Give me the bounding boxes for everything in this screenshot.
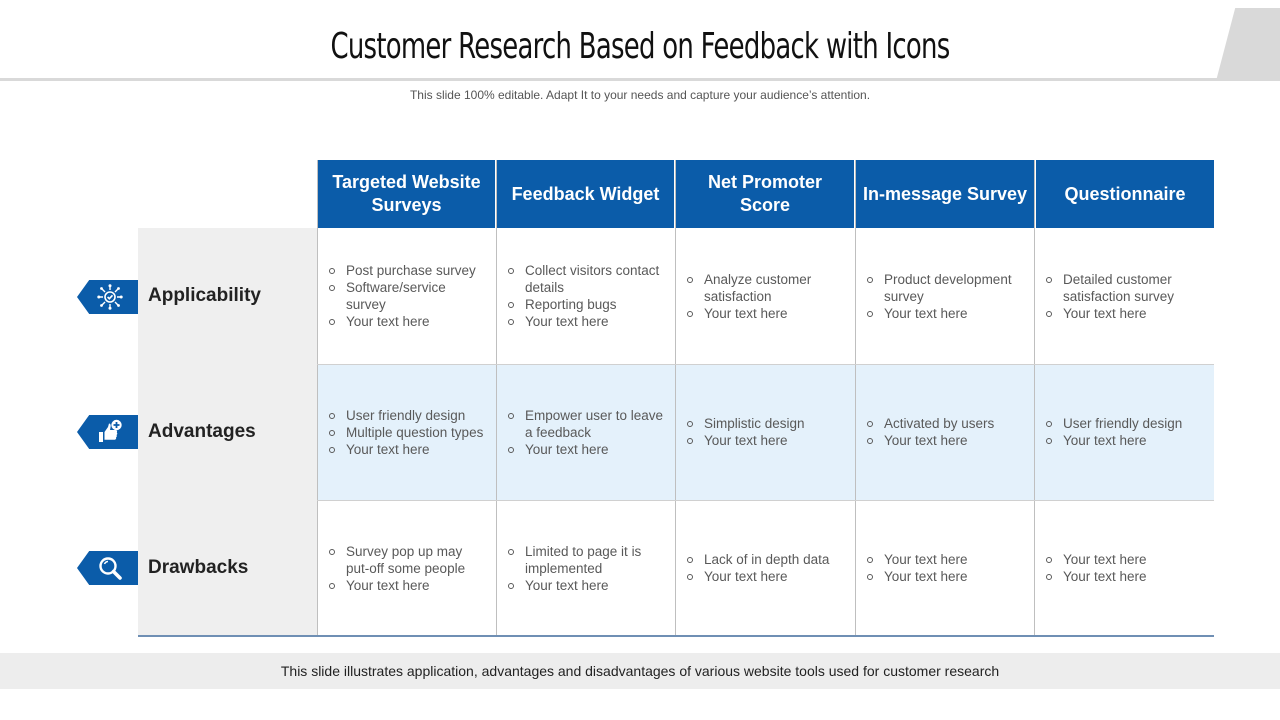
table-cell: Empower user to leave a feedback Your te… xyxy=(497,364,676,500)
list-item: Analyze customer satisfaction xyxy=(686,271,847,305)
slide-footer: This slide illustrates application, adva… xyxy=(0,653,1280,689)
list-item: Your text here xyxy=(328,577,489,594)
table-row-applicability: Applicability Post purchase survey Softw… xyxy=(138,228,1214,364)
row-label-applicability: Applicability xyxy=(138,228,317,364)
list-item: Multiple question types xyxy=(328,424,483,441)
list-item: Your text here xyxy=(866,551,968,568)
list-item: Collect visitors contact details xyxy=(507,262,668,296)
list-item: Your text here xyxy=(1045,568,1147,585)
table-cell: Activated by users Your text here xyxy=(856,364,1035,500)
list-item: User friendly design xyxy=(1045,415,1182,432)
list-item: Your text here xyxy=(866,432,994,449)
table-cell: Your text here Your text here xyxy=(1035,500,1214,636)
table-cell: Post purchase survey Software/service su… xyxy=(318,228,497,364)
table-bottom-border xyxy=(138,635,1214,637)
thumbs-up-plus-icon xyxy=(99,419,122,442)
list-item: Simplistic design xyxy=(686,415,805,432)
row-label-advantages: Advantages xyxy=(138,364,317,500)
slide-title: Customer Research Based on Feedback with… xyxy=(330,26,950,67)
list-item: Reporting bugs xyxy=(507,296,668,313)
column-header-questionnaire: Questionnaire xyxy=(1036,160,1214,228)
list-item: Your text here xyxy=(686,432,805,449)
table-cell: Detailed customer satisfaction survey Yo… xyxy=(1035,228,1214,364)
table-cell: Product development survey Your text her… xyxy=(856,228,1035,364)
list-item: Limited to page it is implemented xyxy=(507,543,668,577)
column-divider xyxy=(1034,160,1035,637)
list-item: Your text here xyxy=(686,568,829,585)
list-item: Your text here xyxy=(507,441,668,458)
list-item: Software/service survey xyxy=(328,279,489,313)
row-divider xyxy=(317,500,1214,501)
column-divider xyxy=(675,160,676,637)
column-divider xyxy=(317,160,318,637)
list-item: Your text here xyxy=(507,577,668,594)
drawbacks-icon-tab xyxy=(77,551,138,585)
list-item: Your text here xyxy=(1045,551,1147,568)
column-header-in-message-survey: In-message Survey xyxy=(856,160,1034,228)
slide-subtitle: This slide 100% editable. Adapt It to yo… xyxy=(409,88,871,102)
row-divider xyxy=(317,364,1214,365)
list-item: Your text here xyxy=(328,313,489,330)
list-item: Product development survey xyxy=(866,271,1027,305)
list-item: Your text here xyxy=(866,305,1027,322)
target-network-icon xyxy=(97,284,123,310)
column-header-net-promoter-score: Net Promoter Score xyxy=(676,160,854,228)
list-item: Your text here xyxy=(1045,432,1182,449)
table-cell: Analyze customer satisfaction Your text … xyxy=(676,228,855,364)
table-cell: Simplistic design Your text here xyxy=(676,364,855,500)
list-item: Your text here xyxy=(686,305,847,322)
header-divider xyxy=(0,78,1228,81)
applicability-icon-tab xyxy=(77,280,138,314)
advantages-icon-tab xyxy=(77,415,138,449)
list-item: Your text here xyxy=(866,568,968,585)
list-item: Your text here xyxy=(507,313,668,330)
row-label-drawbacks: Drawbacks xyxy=(138,500,317,636)
corner-decoration xyxy=(1216,8,1280,81)
list-item: Detailed customer satisfaction survey xyxy=(1045,271,1206,305)
table-row-drawbacks: Drawbacks Survey pop up may put-off some… xyxy=(138,500,1214,636)
table-cell: Your text here Your text here xyxy=(856,500,1035,636)
column-divider xyxy=(496,160,497,637)
table-cell: User friendly design Your text here xyxy=(1035,364,1214,500)
table-cell: Collect visitors contact details Reporti… xyxy=(497,228,676,364)
table-cell: Survey pop up may put-off some people Yo… xyxy=(318,500,497,636)
column-header-feedback-widget: Feedback Widget xyxy=(497,160,674,228)
table-cell: Limited to page it is implemented Your t… xyxy=(497,500,676,636)
list-item: Empower user to leave a feedback xyxy=(507,407,668,441)
table-cell: Lack of in depth data Your text here xyxy=(676,500,855,636)
list-item: User friendly design xyxy=(328,407,483,424)
table-row-advantages: Advantages User friendly design Multiple… xyxy=(138,364,1214,500)
column-header-targeted-website-surveys: Targeted Website Surveys xyxy=(318,160,495,228)
list-item: Lack of in depth data xyxy=(686,551,829,568)
list-item: Your text here xyxy=(1045,305,1206,322)
list-item: Post purchase survey xyxy=(328,262,489,279)
list-item: Your text here xyxy=(328,441,483,458)
list-item: Activated by users xyxy=(866,415,994,432)
list-item: Survey pop up may put-off some people xyxy=(328,543,489,577)
research-table: Targeted Website Surveys Feedback Widget… xyxy=(138,160,1214,637)
column-divider xyxy=(855,160,856,637)
magnifier-icon xyxy=(99,557,122,580)
table-cell: User friendly design Multiple question t… xyxy=(318,364,497,500)
